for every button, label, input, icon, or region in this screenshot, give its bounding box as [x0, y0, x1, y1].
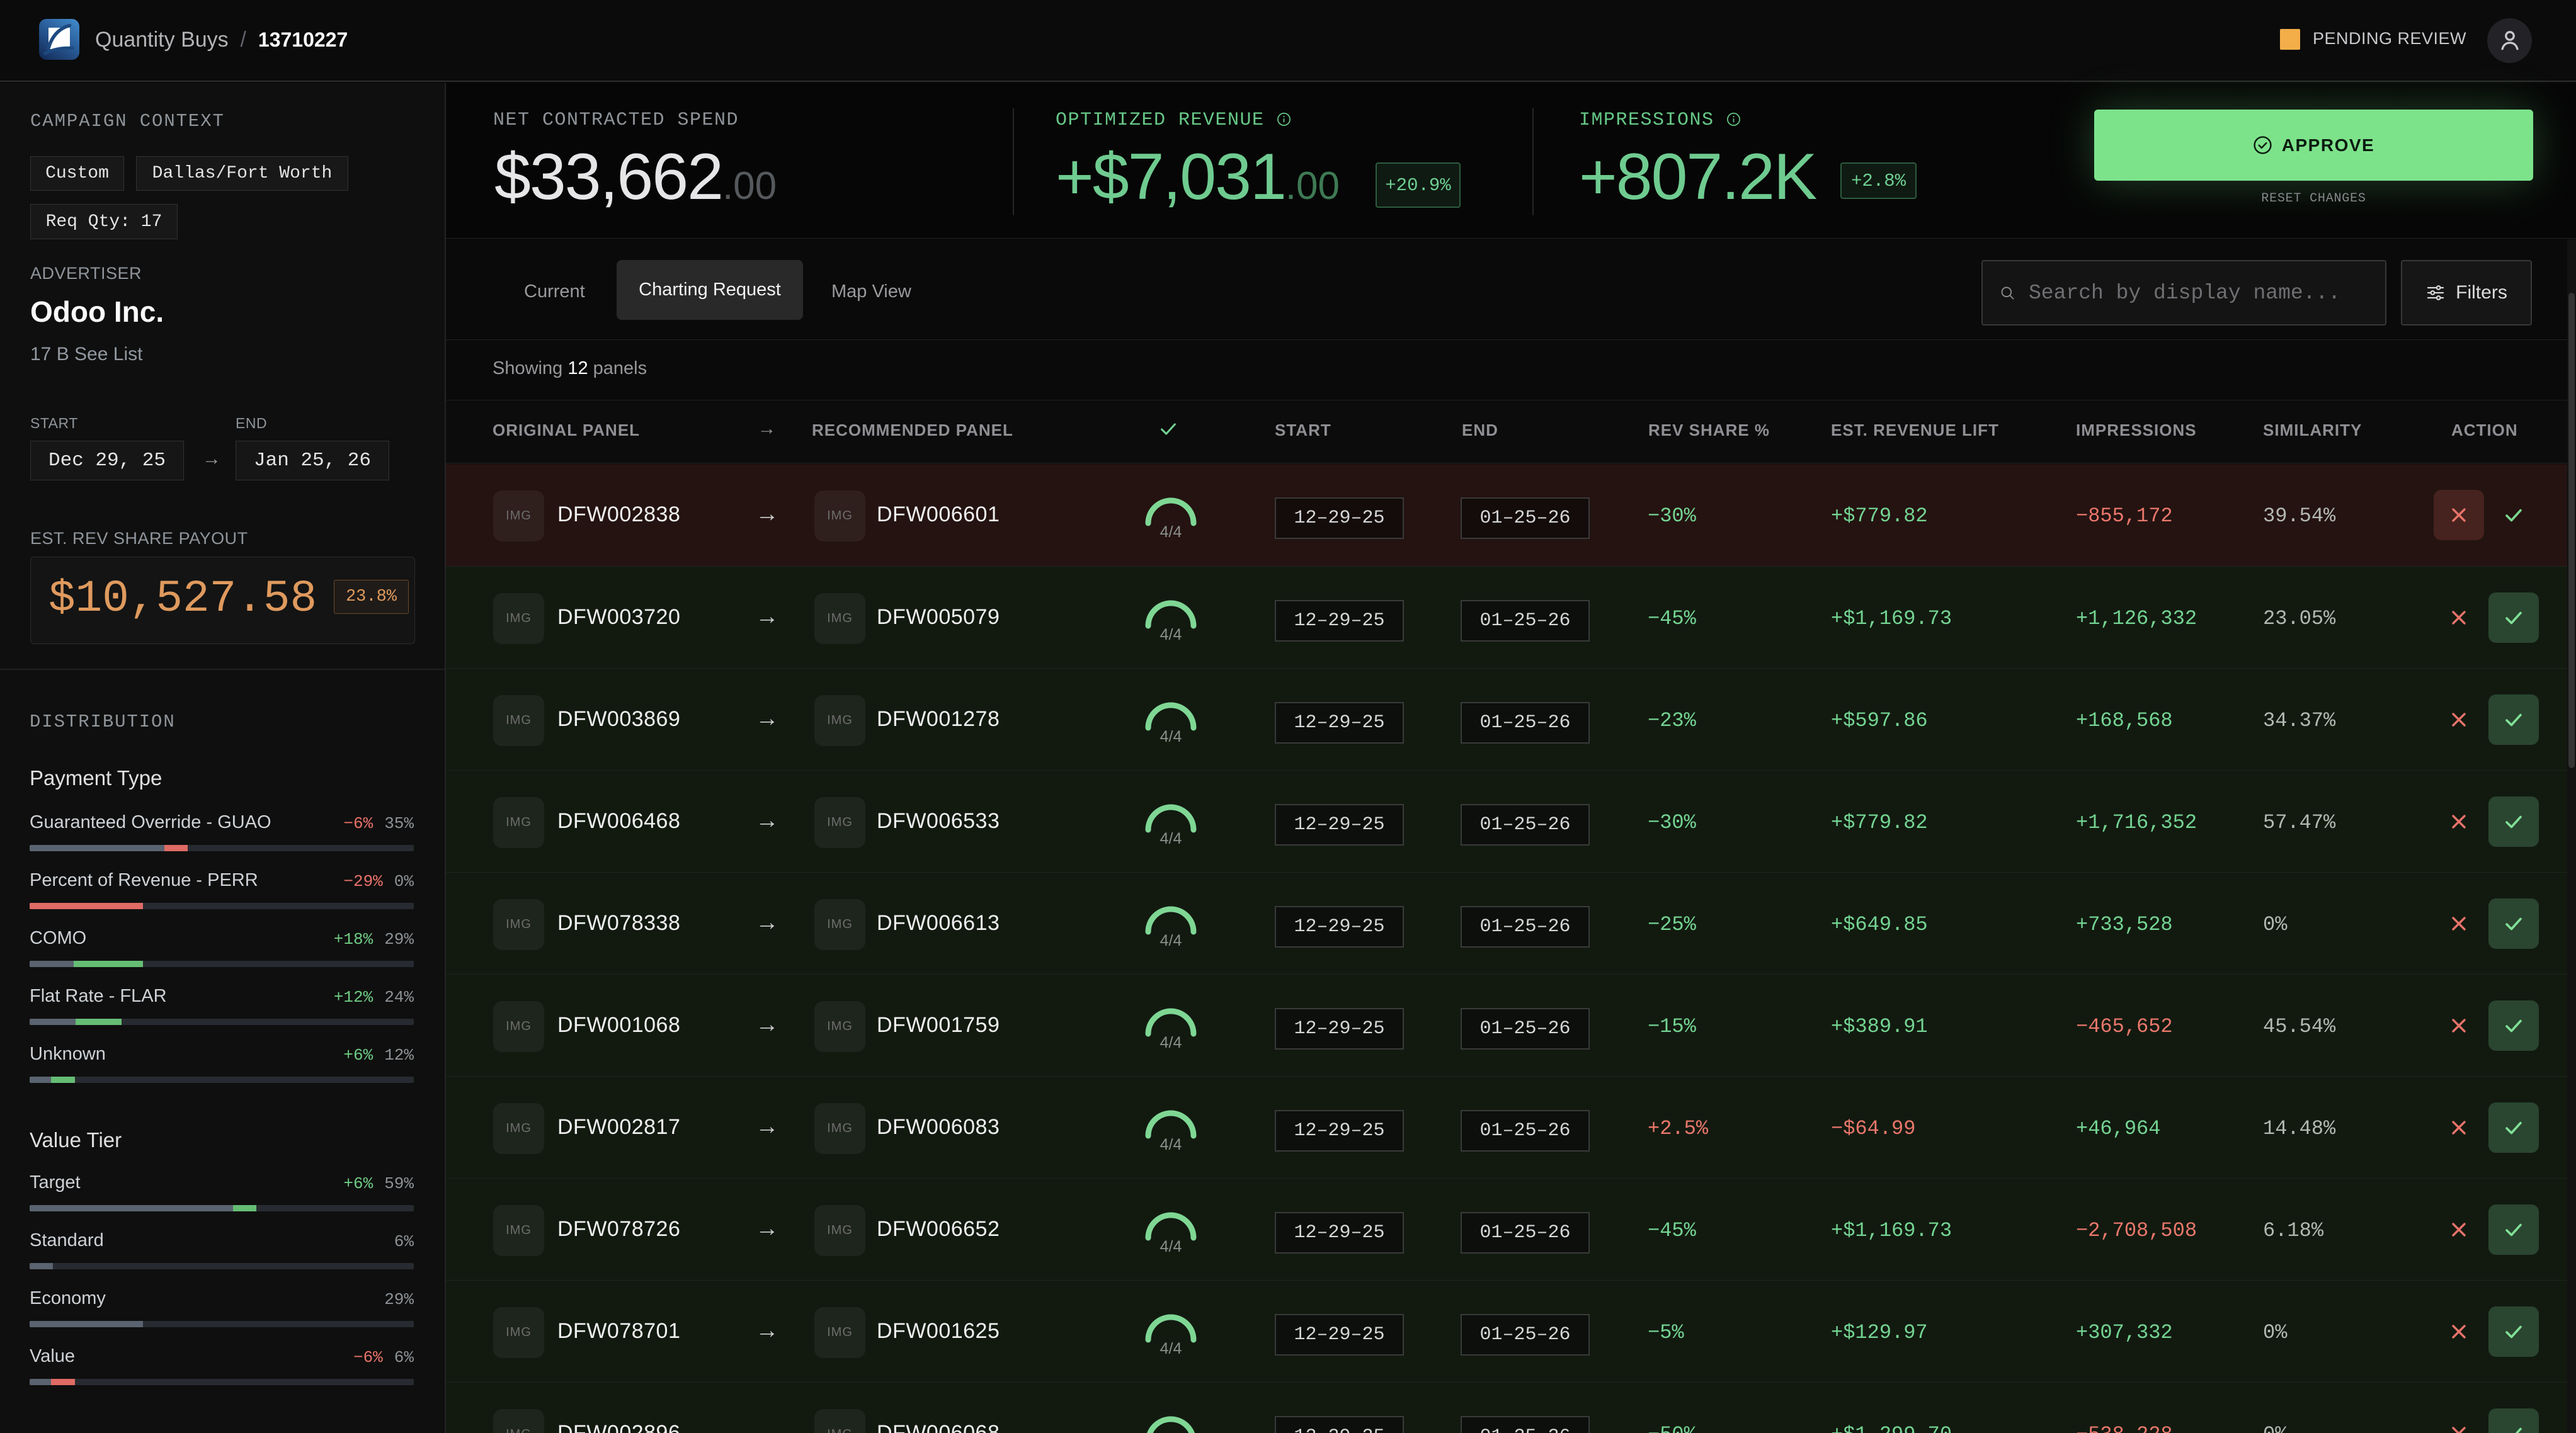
svg-text:4/4: 4/4: [1160, 932, 1182, 949]
svg-text:4/4: 4/4: [1160, 626, 1182, 643]
svg-text:4/4: 4/4: [1160, 523, 1182, 541]
svg-text:4/4: 4/4: [1160, 728, 1182, 745]
svg-text:4/4: 4/4: [1160, 1034, 1182, 1051]
svg-text:4/4: 4/4: [1160, 830, 1182, 847]
svg-text:4/4: 4/4: [1160, 1238, 1182, 1255]
svg-text:4/4: 4/4: [1160, 1136, 1182, 1153]
svg-text:4/4: 4/4: [1160, 1340, 1182, 1357]
